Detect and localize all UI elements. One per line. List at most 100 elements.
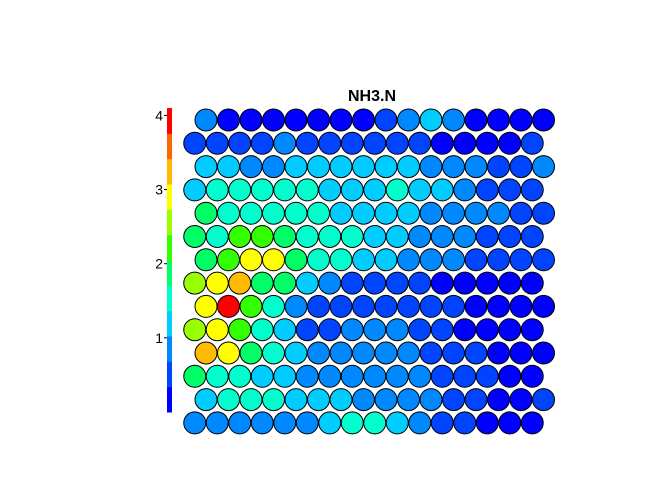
hex-cell-r1-c15 bbox=[520, 131, 544, 155]
hex-cell-r10-c8 bbox=[374, 341, 398, 365]
colorbar-segment bbox=[167, 310, 172, 337]
hex-cell-r10-c10 bbox=[419, 341, 443, 365]
hex-cell-r8-c12 bbox=[464, 294, 488, 318]
hex-cell-r13-c7 bbox=[340, 411, 364, 435]
hex-cell-r4-c10 bbox=[419, 201, 443, 225]
hex-cell-r4-c0 bbox=[194, 201, 218, 225]
hex-cell-r4-c1 bbox=[217, 201, 240, 225]
colorbar-segment bbox=[167, 361, 172, 388]
hex-cell-r10-c9 bbox=[397, 341, 420, 365]
hex-cell-r8-c6 bbox=[329, 294, 353, 318]
hex-cell-r7-c3 bbox=[250, 271, 274, 295]
hex-cell-r10-c7 bbox=[352, 341, 375, 365]
hex-cell-r11-c7 bbox=[340, 364, 364, 388]
hex-cell-r3-c15 bbox=[520, 178, 544, 202]
hex-cell-r7-c13 bbox=[475, 271, 499, 295]
hex-cell-r6-c9 bbox=[397, 248, 420, 272]
hex-cell-r10-c13 bbox=[487, 341, 510, 365]
hex-cell-r13-c9 bbox=[385, 411, 409, 435]
hex-cell-r10-c3 bbox=[262, 341, 285, 365]
hex-cell-r8-c14 bbox=[509, 294, 533, 318]
hex-cell-r11-c13 bbox=[475, 364, 499, 388]
hex-cell-r0-c15 bbox=[532, 108, 555, 132]
hex-cell-r5-c11 bbox=[430, 225, 454, 248]
hex-cell-r4-c15 bbox=[532, 201, 555, 225]
hex-cell-r3-c10 bbox=[408, 178, 432, 202]
hex-cell-r2-c11 bbox=[442, 155, 465, 179]
hex-cell-r13-c15 bbox=[520, 411, 544, 435]
hex-cell-r7-c15 bbox=[520, 271, 544, 295]
hex-cell-r6-c12 bbox=[464, 248, 488, 272]
hex-cell-r3-c6 bbox=[318, 178, 342, 202]
hex-cell-r8-c0 bbox=[194, 294, 218, 318]
hex-cell-r0-c14 bbox=[509, 108, 533, 132]
hex-cell-r1-c9 bbox=[385, 131, 409, 155]
hex-cell-r1-c0 bbox=[183, 131, 207, 155]
hex-cell-r6-c7 bbox=[352, 248, 375, 272]
hex-cell-r11-c11 bbox=[430, 364, 454, 388]
hex-cell-r13-c4 bbox=[273, 411, 297, 435]
hex-cell-r12-c13 bbox=[487, 388, 510, 412]
hex-cell-r4-c6 bbox=[329, 201, 353, 225]
hex-cell-r7-c2 bbox=[228, 271, 252, 295]
hex-cell-r7-c14 bbox=[498, 271, 522, 295]
hex-cell-r9-c11 bbox=[430, 318, 454, 342]
hex-cell-r1-c7 bbox=[340, 131, 364, 155]
colorbar-segment bbox=[167, 158, 172, 185]
hex-cell-r2-c0 bbox=[194, 155, 218, 179]
hex-cell-r3-c9 bbox=[385, 178, 409, 202]
hex-cell-r7-c7 bbox=[340, 271, 364, 295]
colorbar-segment bbox=[167, 184, 172, 210]
colorbar-segment bbox=[167, 108, 172, 134]
hex-cell-r10-c2 bbox=[239, 341, 263, 365]
chart-title: NH3.N bbox=[348, 88, 396, 105]
hex-cell-r13-c2 bbox=[228, 411, 252, 435]
hex-cell-r11-c8 bbox=[363, 364, 387, 388]
hex-cell-r12-c2 bbox=[239, 388, 263, 412]
hex-cell-r4-c14 bbox=[509, 201, 533, 225]
hex-cell-r4-c4 bbox=[284, 201, 308, 225]
hex-cell-r10-c14 bbox=[509, 341, 533, 365]
hex-cell-r6-c3 bbox=[262, 248, 285, 272]
hex-cell-r8-c8 bbox=[374, 294, 398, 318]
hex-cell-r13-c1 bbox=[205, 411, 229, 435]
hex-cell-r5-c12 bbox=[453, 225, 477, 248]
hex-cell-r2-c7 bbox=[352, 155, 375, 179]
hex-cell-r0-c12 bbox=[464, 108, 488, 132]
hex-cell-r7-c5 bbox=[295, 271, 319, 295]
hex-cell-r8-c2 bbox=[239, 294, 263, 318]
hex-cell-r0-c1 bbox=[217, 108, 240, 132]
hex-cell-r2-c5 bbox=[307, 155, 330, 179]
hex-cell-r5-c8 bbox=[363, 225, 387, 248]
hex-cell-r10-c11 bbox=[442, 341, 465, 365]
hex-cell-r3-c4 bbox=[273, 178, 297, 202]
hex-cell-r10-c12 bbox=[464, 341, 488, 365]
hex-cell-r1-c3 bbox=[250, 131, 274, 155]
hex-cell-r2-c4 bbox=[284, 155, 308, 179]
hex-cell-r13-c6 bbox=[318, 411, 342, 435]
hex-cell-r1-c12 bbox=[453, 131, 477, 155]
colorbar-segment bbox=[167, 285, 172, 312]
hex-cell-r0-c6 bbox=[329, 108, 353, 132]
hex-cell-r9-c1 bbox=[205, 318, 229, 342]
hex-cell-r11-c12 bbox=[453, 364, 477, 388]
hex-cell-r6-c0 bbox=[194, 248, 218, 272]
hex-cell-r11-c0 bbox=[183, 364, 207, 388]
hex-cell-r2-c6 bbox=[329, 155, 353, 179]
hex-cell-r12-c11 bbox=[442, 388, 465, 412]
hex-cell-r9-c4 bbox=[273, 318, 297, 342]
hex-cell-r9-c9 bbox=[385, 318, 409, 342]
hex-cell-r13-c11 bbox=[430, 411, 454, 435]
hex-cell-r6-c15 bbox=[532, 248, 555, 272]
hex-cell-r5-c7 bbox=[340, 225, 364, 248]
hex-cell-r2-c9 bbox=[397, 155, 420, 179]
hex-cell-r8-c15 bbox=[532, 294, 555, 318]
hex-cell-r2-c8 bbox=[374, 155, 398, 179]
hex-cell-r8-c11 bbox=[442, 294, 465, 318]
hex-cell-r9-c0 bbox=[183, 318, 207, 342]
colorbar-segment bbox=[167, 234, 172, 261]
hex-cell-r9-c15 bbox=[520, 318, 544, 342]
hex-cell-r0-c2 bbox=[239, 108, 263, 132]
hex-cell-r12-c7 bbox=[352, 388, 375, 412]
hex-cell-r3-c1 bbox=[205, 178, 229, 202]
